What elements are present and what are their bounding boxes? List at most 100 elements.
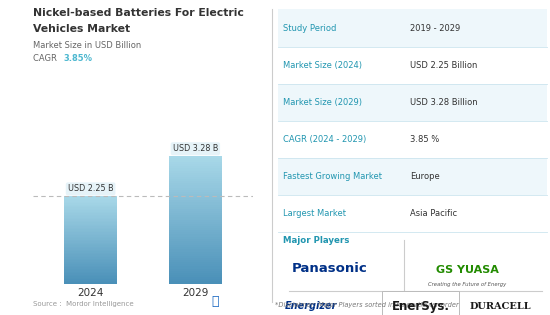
Bar — [64, 266, 117, 267]
Text: USD 2.25 Billion: USD 2.25 Billion — [410, 61, 477, 70]
Bar — [169, 273, 222, 275]
Bar — [169, 260, 222, 262]
Bar — [64, 219, 117, 220]
Bar — [169, 164, 222, 166]
Bar — [64, 215, 117, 216]
Text: Europe: Europe — [410, 172, 439, 181]
Bar — [169, 181, 222, 183]
Bar — [64, 197, 117, 199]
Text: DURACELL: DURACELL — [470, 302, 531, 311]
Bar — [169, 243, 222, 245]
Bar — [64, 228, 117, 229]
Bar — [64, 232, 117, 234]
Bar — [169, 251, 222, 254]
Bar — [64, 254, 117, 256]
Bar — [64, 196, 117, 197]
Bar — [64, 235, 117, 237]
Bar — [64, 272, 117, 273]
Text: 2019 - 2029: 2019 - 2029 — [410, 24, 460, 32]
Text: USD 2.25 B: USD 2.25 B — [68, 184, 113, 193]
Bar — [64, 259, 117, 260]
Bar — [64, 247, 117, 249]
Bar — [64, 276, 117, 278]
Text: USD 3.28 Billion: USD 3.28 Billion — [410, 98, 477, 107]
Bar — [169, 177, 222, 179]
Text: 3.85 %: 3.85 % — [410, 135, 439, 144]
Bar — [169, 228, 222, 230]
Bar — [64, 269, 117, 270]
Bar — [169, 160, 222, 162]
Text: CAGR (2024 - 2029): CAGR (2024 - 2029) — [283, 135, 366, 144]
Bar — [169, 211, 222, 213]
Bar — [64, 245, 117, 247]
Bar — [169, 222, 222, 224]
Bar — [169, 169, 222, 170]
Bar — [169, 198, 222, 200]
Bar — [169, 166, 222, 169]
Bar — [64, 225, 117, 226]
Bar — [64, 237, 117, 238]
Bar — [169, 232, 222, 234]
Bar — [64, 249, 117, 250]
Text: Nickel-based Batteries For Electric: Nickel-based Batteries For Electric — [33, 8, 244, 18]
Bar — [64, 279, 117, 281]
Text: EnerSys.: EnerSys. — [392, 300, 450, 313]
Bar — [64, 243, 117, 244]
Bar — [64, 206, 117, 208]
Bar — [169, 264, 222, 266]
Bar — [169, 170, 222, 173]
Bar — [169, 226, 222, 228]
Bar — [64, 238, 117, 240]
Bar — [169, 254, 222, 256]
Bar — [64, 263, 117, 265]
Bar — [64, 224, 117, 225]
Bar — [169, 162, 222, 164]
Bar — [169, 186, 222, 187]
Bar — [64, 199, 117, 200]
Bar — [169, 258, 222, 260]
Text: Largest Market: Largest Market — [283, 209, 346, 218]
Text: Market Size (2029): Market Size (2029) — [283, 98, 362, 107]
Text: Ⓜ: Ⓜ — [212, 295, 219, 308]
Bar — [64, 234, 117, 235]
Bar — [169, 190, 222, 192]
Bar — [64, 218, 117, 219]
Bar — [64, 267, 117, 269]
Bar — [169, 209, 222, 211]
Bar — [169, 271, 222, 273]
Text: USD 3.28 B: USD 3.28 B — [173, 144, 218, 153]
Bar — [64, 265, 117, 266]
Bar — [64, 209, 117, 210]
Bar — [64, 278, 117, 279]
Bar — [169, 224, 222, 226]
Bar — [169, 196, 222, 198]
Bar — [169, 262, 222, 264]
Bar — [169, 194, 222, 196]
Text: Source :  Mordor Intelligence: Source : Mordor Intelligence — [33, 301, 134, 307]
Bar — [169, 247, 222, 249]
Bar — [64, 241, 117, 243]
Bar — [169, 230, 222, 232]
Bar — [64, 273, 117, 275]
Text: Major Players: Major Players — [283, 236, 350, 245]
Text: Market Size in USD Billion: Market Size in USD Billion — [33, 41, 141, 50]
Bar — [64, 202, 117, 203]
Bar — [64, 220, 117, 222]
Bar — [64, 213, 117, 215]
Bar — [169, 205, 222, 207]
Bar — [64, 257, 117, 259]
Bar — [169, 275, 222, 277]
Bar — [64, 281, 117, 282]
Text: Vehicles Market: Vehicles Market — [33, 24, 130, 34]
Bar — [169, 237, 222, 239]
Bar — [169, 234, 222, 237]
Bar — [64, 253, 117, 254]
Bar — [64, 229, 117, 231]
Bar — [64, 244, 117, 245]
Bar — [64, 250, 117, 251]
Bar — [169, 213, 222, 215]
Bar — [169, 245, 222, 247]
Bar — [64, 200, 117, 202]
Bar — [64, 226, 117, 228]
Text: Energizer: Energizer — [284, 301, 337, 312]
